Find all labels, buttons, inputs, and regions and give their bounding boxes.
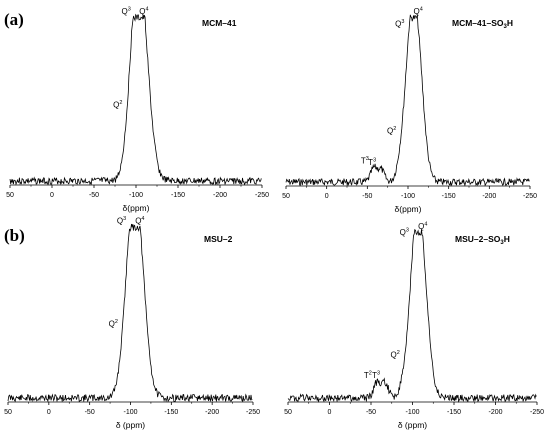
chart-title-mcm41-so3h: MCM–41–SO3H — [452, 18, 513, 30]
spectrum-line — [9, 13, 262, 186]
peak-label: Q2 — [387, 126, 396, 136]
chart-title-msu2-so3h: MSU–2–SO3H — [455, 234, 510, 246]
x-tick-label: -50 — [89, 192, 99, 199]
peak-label: Q2 — [113, 100, 122, 110]
x-tick-label: -100 — [129, 192, 143, 199]
panel-label-a: (a) — [4, 10, 24, 29]
x-tick-label: -50 — [366, 409, 376, 416]
spectrum-chart-3: 50 0 -50 -100 -150 -200 -250 δ (ppm) Q4 Q3 Q2 — [4, 216, 260, 430]
x-tick-label: 50 — [4, 409, 12, 416]
spectrum-line — [287, 228, 537, 403]
peak-label: T3 — [361, 156, 369, 166]
chart-title-mcm41: MCM–41 — [202, 18, 237, 28]
spectrum-chart-1: 50 0 -50 -100 -150 -200 -250 δ(ppm) Q4 Q3 Q2 — [6, 6, 269, 213]
peak-label: Q2 — [391, 350, 400, 360]
x-tick-label: -250 — [530, 409, 544, 416]
peak-label: Q4 — [135, 216, 144, 226]
chart-title-msu2: MSU–2 — [204, 234, 233, 244]
peak-label: Q3 — [122, 6, 131, 16]
x-tick-label: 50 — [6, 192, 14, 199]
x-tick-label: 50 — [282, 193, 290, 200]
x-tick-label: 0 — [328, 409, 332, 416]
x-tick-label: -50 — [362, 193, 372, 200]
x-tick-label: -100 — [123, 409, 137, 416]
x-tick-label: 0 — [325, 193, 329, 200]
peak-label: Q4 — [413, 6, 422, 16]
x-tick-label: -150 — [442, 193, 456, 200]
peak-label: T3 — [372, 371, 380, 381]
x-tick-label: -150 — [164, 409, 178, 416]
x-tick-label: -250 — [255, 192, 269, 199]
x-tick-label: 0 — [47, 409, 51, 416]
peak-label: Q4 — [418, 221, 427, 231]
x-tick-label: -250 — [523, 193, 537, 200]
x-tick-label: 50 — [284, 409, 292, 416]
x-tick-label: -250 — [246, 409, 260, 416]
peak-label: Q3 — [400, 227, 409, 237]
x-axis-label: δ(ppm) — [395, 204, 422, 214]
peak-label: Q3 — [117, 216, 126, 226]
x-axis-label: δ(ppm) — [123, 203, 150, 213]
x-tick-label: -150 — [447, 409, 461, 416]
x-tick-label: -200 — [213, 192, 227, 199]
x-tick-label: -100 — [401, 193, 415, 200]
x-tick-label: -200 — [482, 193, 496, 200]
x-tick-label: 0 — [50, 192, 54, 199]
x-tick-label: -200 — [205, 409, 219, 416]
spectrum-line — [7, 223, 253, 403]
x-axis-label: δ (ppm) — [116, 420, 145, 430]
spectrum-line — [285, 13, 530, 187]
peak-label: Q4 — [139, 6, 148, 16]
x-tick-label: -50 — [85, 409, 95, 416]
panel-label-b: (b) — [4, 226, 25, 245]
x-tick-label: -100 — [405, 409, 419, 416]
x-axis-label: δ (ppm) — [398, 420, 427, 430]
x-tick-label: -200 — [488, 409, 502, 416]
peak-label: Q3 — [395, 19, 404, 29]
peak-label: Q2 — [109, 319, 118, 329]
peak-label: T2 — [364, 371, 372, 381]
x-tick-label: -150 — [171, 192, 185, 199]
peak-label: T3 — [368, 157, 376, 167]
